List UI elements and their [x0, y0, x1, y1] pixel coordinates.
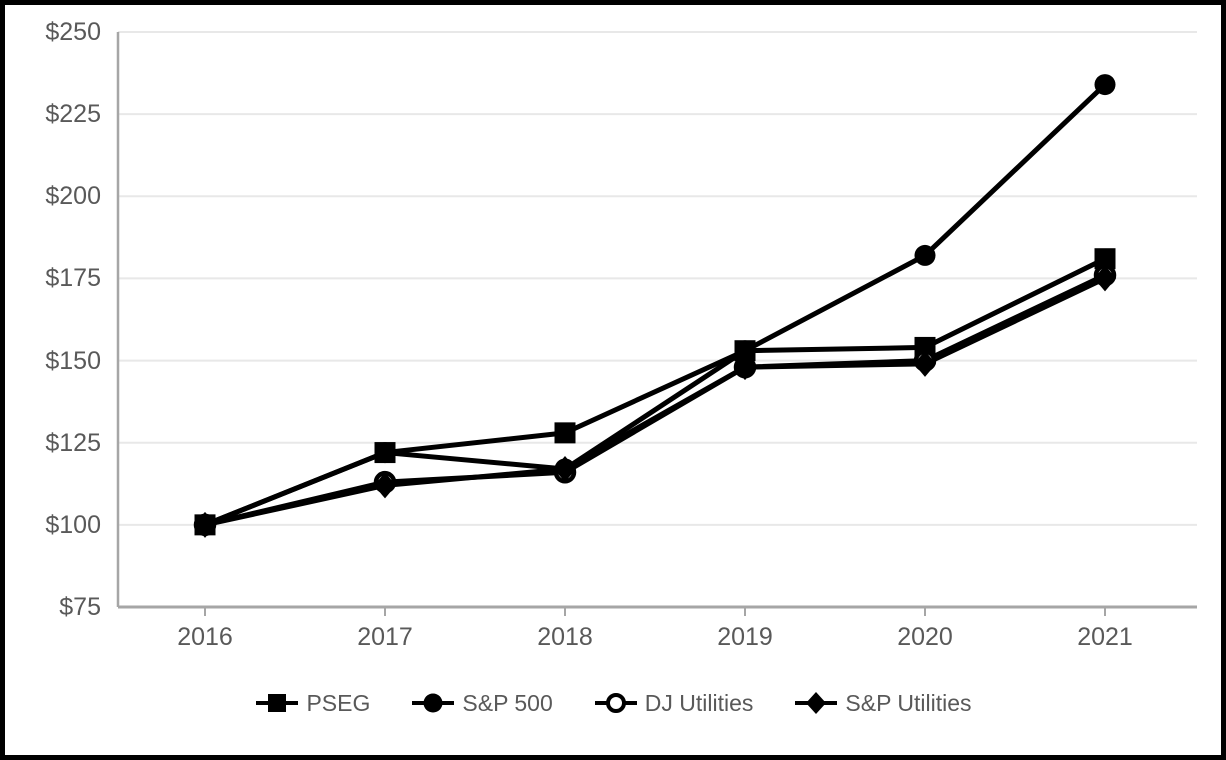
- series-line-s-p-utilities: [204, 276, 1107, 528]
- x-tick-label: 2020: [897, 623, 953, 651]
- marker-pseg: [734, 340, 756, 362]
- marker-s-p-500: [1094, 74, 1116, 96]
- x-tick-label: 2018: [537, 623, 593, 651]
- series-line-s-p-500: [204, 82, 1107, 528]
- y-axis-labels: $250 $225 $200 $175 $150 $125 $100 $75: [5, 5, 1221, 755]
- filled-circle-icon: [412, 693, 455, 713]
- y-tick-label: $250: [45, 18, 101, 46]
- legend-item-dj-utilities: DJ Utilities: [593, 689, 754, 717]
- x-tick-label: 2019: [717, 623, 773, 651]
- marker-s-p-utilities: [1094, 265, 1116, 292]
- legend-label: S&P Utilities: [845, 689, 972, 716]
- plot-area: [116, 31, 1197, 616]
- legend: PSEG S&P 500 DJ Utilities S&P Utilities: [5, 689, 1221, 717]
- y-tick-label: $75: [59, 593, 101, 621]
- marker-s-p-utilities: [554, 456, 576, 482]
- x-tick-label: 2021: [1077, 623, 1133, 651]
- filled-square-icon: [256, 694, 299, 712]
- marker-s-p-utilities: [914, 350, 936, 377]
- x-tick-label: 2016: [177, 623, 233, 651]
- y-tick-label: $150: [45, 346, 101, 375]
- y-tick-label: $175: [45, 264, 101, 293]
- open-circle-icon: [594, 693, 637, 713]
- legend-label: DJ Utilities: [644, 689, 754, 716]
- legend-label: PSEG: [306, 689, 371, 716]
- marker-pseg: [374, 442, 396, 464]
- marker-s-p-utilities: [194, 511, 216, 538]
- legend-label: S&P 500: [462, 689, 553, 716]
- x-axis-labels: 2016 2017 2018 2019 2020 2021: [5, 5, 1221, 755]
- marker-pseg: [1094, 248, 1116, 270]
- marker-s-p-utilities: [734, 354, 756, 381]
- marker-s-p-utilities: [374, 472, 396, 499]
- filled-diamond-icon: [795, 692, 838, 714]
- y-tick-label: $200: [45, 182, 101, 211]
- marker-pseg: [554, 422, 576, 444]
- legend-item-pseg: PSEG: [254, 689, 370, 717]
- x-tick-label: 2017: [357, 623, 413, 651]
- legend-item-s-p-500: S&P 500: [410, 689, 553, 717]
- y-tick-label: $100: [45, 510, 101, 539]
- marker-s-p-500: [914, 244, 936, 266]
- legend-item-s-p-utilities: S&P Utilities: [793, 689, 972, 717]
- y-tick-label: $225: [45, 100, 101, 129]
- y-tick-label: $125: [45, 428, 101, 457]
